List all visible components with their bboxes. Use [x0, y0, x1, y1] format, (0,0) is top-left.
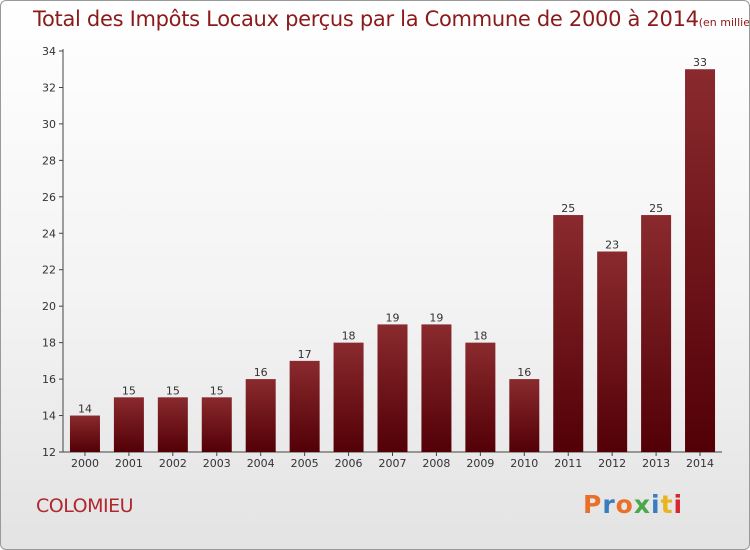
- logo-letter: o: [615, 490, 634, 519]
- bar: [509, 379, 540, 452]
- data-label: 19: [386, 311, 400, 324]
- data-label: 18: [473, 330, 487, 343]
- bar: [289, 360, 320, 452]
- y-tick-label: 28: [42, 154, 56, 167]
- x-tick-label: 2004: [247, 457, 275, 470]
- data-label: 15: [122, 384, 136, 397]
- x-tick-label: 2013: [642, 457, 670, 470]
- chart-title-text: Total des Impôts Locaux perçus par la Co…: [33, 7, 699, 31]
- y-tick-label: 26: [42, 191, 56, 204]
- chart-title: Total des Impôts Locaux perçus par la Co…: [33, 7, 750, 31]
- x-tick-label: 2009: [466, 457, 494, 470]
- x-tick-label: 2008: [422, 457, 450, 470]
- bar: [597, 251, 628, 452]
- x-tick-label: 2000: [71, 457, 99, 470]
- x-tick-label: 2001: [115, 457, 143, 470]
- chart-unit: (en milliers d'€): [698, 16, 750, 29]
- bar: [333, 342, 364, 452]
- data-label: 15: [166, 384, 180, 397]
- commune-name: COLOMIEU: [36, 495, 134, 517]
- y-tick-label: 32: [42, 81, 56, 94]
- data-label: 17: [298, 348, 312, 361]
- x-tick-label: 2014: [686, 457, 714, 470]
- x-tick-label: 2006: [335, 457, 363, 470]
- x-tick-label: 2012: [598, 457, 626, 470]
- bar: [69, 415, 100, 452]
- bar: [377, 324, 408, 452]
- logo-letter: x: [633, 490, 651, 519]
- y-tick-label: 30: [42, 118, 56, 131]
- x-tick-label: 2003: [203, 457, 231, 470]
- data-label: 15: [210, 384, 224, 397]
- bar: [465, 342, 496, 452]
- logo-letter: i: [651, 490, 661, 519]
- data-label: 25: [649, 202, 663, 215]
- y-tick-label: 16: [42, 373, 56, 386]
- data-label: 23: [605, 239, 619, 252]
- data-label: 33: [693, 56, 707, 69]
- x-tick-label: 2007: [379, 457, 407, 470]
- y-tick-label: 22: [42, 264, 56, 277]
- data-label: 25: [561, 202, 575, 215]
- data-label: 19: [429, 311, 443, 324]
- logo-letter: t: [660, 490, 674, 519]
- bar: [201, 397, 232, 452]
- bar: [113, 397, 144, 452]
- y-tick-label: 24: [42, 227, 56, 240]
- data-label: 16: [517, 366, 531, 379]
- bar: [421, 324, 452, 452]
- bar: [157, 397, 188, 452]
- bar: [685, 69, 716, 453]
- bar: [553, 215, 584, 452]
- logo-letter: P: [583, 490, 603, 519]
- logo-letter: r: [602, 490, 616, 519]
- bar: [641, 215, 672, 452]
- bar: [245, 379, 276, 452]
- x-tick-label: 2010: [510, 457, 538, 470]
- data-label: 18: [342, 330, 356, 343]
- x-tick-label: 2002: [159, 457, 187, 470]
- data-label: 14: [78, 403, 92, 416]
- y-tick-label: 34: [42, 45, 56, 58]
- y-tick-label: 14: [42, 410, 56, 423]
- data-label: 16: [254, 366, 268, 379]
- y-tick-label: 18: [42, 337, 56, 350]
- y-tick-label: 20: [42, 300, 56, 313]
- x-tick-label: 2005: [291, 457, 319, 470]
- proxiti-logo: Proxiti: [583, 490, 683, 519]
- y-tick-label: 12: [42, 446, 56, 459]
- logo-letter: i: [673, 490, 684, 519]
- x-tick-label: 2011: [554, 457, 582, 470]
